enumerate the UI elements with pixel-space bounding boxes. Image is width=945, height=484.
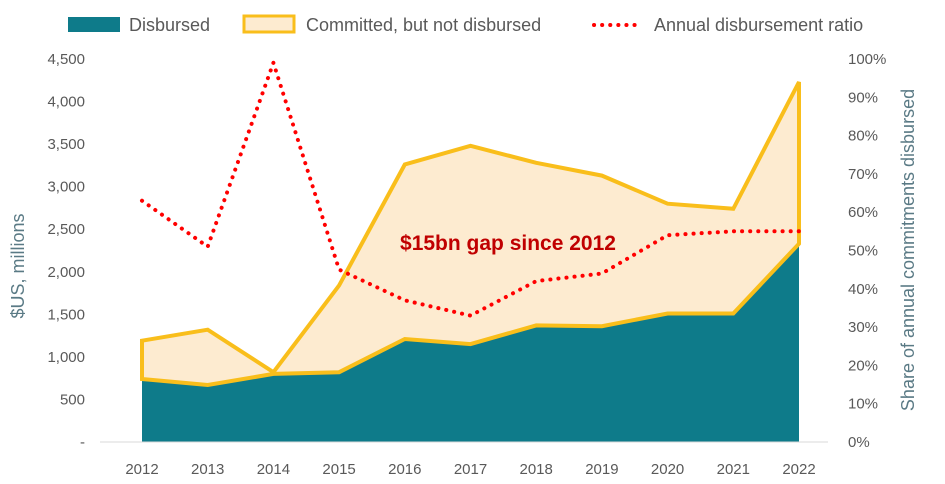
x-tick-label: 2021	[717, 461, 750, 478]
plot-area	[140, 60, 801, 442]
left-tick-label: 500	[60, 391, 85, 408]
legend-item-disbursed: Disbursed	[68, 15, 210, 35]
right-tick-label: 100%	[848, 51, 886, 68]
x-tick-label: 2018	[520, 461, 553, 478]
right-tick-label: 30%	[848, 319, 878, 336]
x-tick-label: 2022	[782, 461, 815, 478]
legend-swatch-disbursed	[68, 17, 120, 32]
left-tick-label: 4,000	[47, 94, 85, 111]
gap-annotation: $15bn gap since 2012	[400, 232, 616, 255]
disbursed-area	[142, 243, 799, 442]
x-tick-label: 2015	[322, 461, 355, 478]
ratio-line	[140, 60, 801, 318]
left-tick-label: 3,000	[47, 179, 85, 196]
right-tick-label: 20%	[848, 357, 878, 374]
legend-label-committed: Committed, but not disbursed	[306, 15, 541, 35]
right-tick-label: 70%	[848, 166, 878, 183]
right-tick-label: 80%	[848, 128, 878, 145]
left-tick-label: 2,000	[47, 264, 85, 281]
left-tick-label: 1,500	[47, 306, 85, 323]
committed-outline	[140, 81, 801, 388]
legend-item-ratio: Annual disbursement ratio	[592, 15, 863, 35]
x-tick-label: 2020	[651, 461, 684, 478]
legend-label-ratio: Annual disbursement ratio	[654, 15, 863, 35]
x-tick-label: 2019	[585, 461, 618, 478]
x-tick-label: 2017	[454, 461, 487, 478]
left-axis-title: $US, millions	[8, 213, 28, 318]
right-tick-label: 90%	[848, 89, 878, 106]
committed-band	[142, 82, 799, 385]
x-tick-label: 2013	[191, 461, 224, 478]
right-tick-label: 0%	[848, 434, 870, 451]
right-tick-label: 40%	[848, 281, 878, 298]
x-tick-label: 2012	[125, 461, 158, 478]
left-tick-label: 2,500	[47, 221, 85, 238]
axes: - 500 1,000 1,500 2,000 2,500 3,000 3,500 4,000 4…	[47, 51, 886, 478]
legend-swatch-committed	[242, 14, 296, 34]
legend-label-disbursed: Disbursed	[129, 15, 210, 35]
left-tick-label: -	[80, 434, 85, 451]
right-tick-label: 60%	[848, 204, 878, 221]
right-tick-label: 50%	[848, 243, 878, 260]
left-tick-label: 4,500	[47, 51, 85, 68]
x-tick-label: 2014	[257, 461, 290, 478]
right-axis-title: Share of annual commitments disbursed	[898, 89, 918, 411]
legend: Disbursed Committed, but not disbursed Ann…	[68, 14, 863, 35]
left-tick-label: 1,000	[47, 349, 85, 366]
x-tick-label: 2016	[388, 461, 421, 478]
left-tick-label: 3,500	[47, 136, 85, 153]
right-tick-label: 10%	[848, 396, 878, 413]
legend-item-committed: Committed, but not disbursed	[242, 14, 541, 35]
